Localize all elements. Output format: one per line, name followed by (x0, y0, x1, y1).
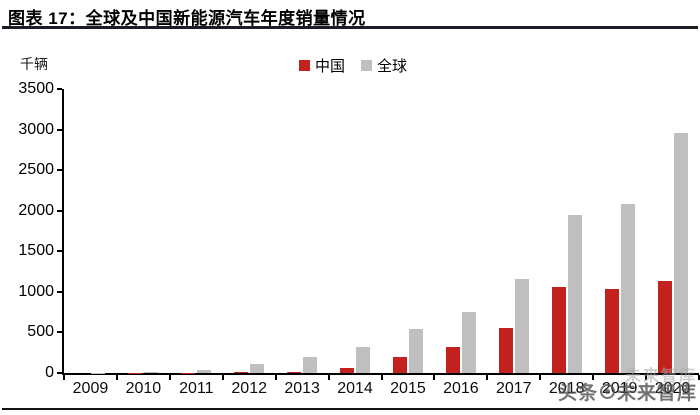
legend-item-中国: 中国 (299, 55, 345, 76)
bar-全球-2012 (250, 364, 265, 373)
bar-中国-2020 (657, 280, 672, 373)
y-axis-tick-label: 0 (45, 364, 54, 381)
bar-全球-2020 (673, 132, 688, 373)
bar-group-2018 (540, 214, 593, 373)
legend-swatch-icon (361, 60, 373, 71)
x-axis-tick-mark (327, 375, 330, 380)
bar-group-2014 (329, 347, 382, 373)
y-axis-unit-label: 千辆 (20, 56, 48, 72)
y-axis-tick-label: 1000 (18, 282, 54, 300)
x-axis-tick-mark (115, 375, 118, 380)
bar-group-2010 (117, 372, 170, 373)
x-axis-label-2013: 2013 (284, 380, 320, 397)
x-axis-label-2015: 2015 (390, 380, 426, 397)
x-axis-tick-mark (433, 375, 436, 380)
bar-全球-2019 (620, 204, 635, 373)
y-axis-tick-mark (57, 88, 62, 90)
bar-中国-2018 (551, 287, 566, 373)
x-axis-tick-mark (486, 375, 489, 380)
bar-group-2019 (593, 204, 646, 373)
x-axis-label-2012: 2012 (231, 380, 267, 397)
x-axis-label-2011: 2011 (179, 380, 214, 397)
y-axis-tick-label: 2000 (18, 201, 54, 219)
y-axis-tick-label: 3000 (18, 120, 54, 138)
x-axis-label-2020: 2020 (654, 380, 691, 397)
figure-title: 图表 17：全球及中国新能源汽车年度销量情况 (8, 9, 366, 28)
legend-label: 全球 (377, 58, 408, 75)
chart-legend: 中国 全球 (299, 55, 407, 76)
x-axis-tick-mark (592, 375, 595, 380)
bar-全球-2016 (461, 312, 476, 373)
x-axis-tick-mark (274, 375, 277, 380)
x-axis-label-2017: 2017 (495, 380, 532, 397)
bar-中国-2015 (392, 356, 407, 373)
bar-全球-2015 (408, 329, 423, 373)
y-axis-tick-label: 2500 (18, 161, 54, 179)
bar-group-2012 (223, 364, 276, 373)
bar-全球-2017 (514, 278, 529, 373)
legend-swatch-icon (299, 60, 310, 71)
x-axis-tick-mark (539, 375, 542, 380)
x-axis-label-2014: 2014 (337, 380, 373, 397)
bottom-divider (2, 408, 698, 410)
y-axis-tick-mark (57, 290, 62, 293)
x-axis-label-2019: 2019 (601, 380, 638, 397)
bar-全球-2013 (303, 356, 318, 373)
bar-全球-2011 (197, 369, 212, 373)
x-axis-tick-mark (645, 375, 648, 380)
bar-中国-2019 (604, 289, 619, 373)
bar-group-2016 (434, 312, 487, 373)
bar-中国-2017 (498, 327, 513, 373)
y-axis-tick-label: 500 (27, 323, 54, 341)
bar-group-2015 (382, 329, 435, 373)
bar-group-2017 (487, 278, 540, 373)
legend-label: 中国 (315, 58, 346, 75)
bar-全球-2010 (144, 372, 159, 373)
bar-中国-2016 (445, 347, 460, 373)
y-axis-tick-mark (57, 372, 62, 374)
x-axis-label-2009: 2009 (72, 380, 109, 397)
y-axis-tick-label: 3500 (18, 80, 54, 97)
x-axis-tick-mark (63, 375, 65, 380)
bar-全球-2014 (356, 347, 371, 373)
x-axis-tick-mark (380, 375, 383, 380)
bar-group-2013 (276, 356, 329, 373)
bar-中国-2012 (234, 372, 249, 373)
y-axis-tick-mark (57, 331, 62, 334)
x-axis-label-2016: 2016 (443, 380, 479, 397)
y-axis-tick-mark (57, 209, 62, 212)
y-axis-tick-mark (57, 128, 62, 131)
x-axis-tick-mark (168, 375, 171, 380)
bar-中国-2014 (340, 367, 355, 373)
y-axis-tick-label: 1500 (18, 242, 54, 260)
x-axis-tick-mark (698, 375, 700, 380)
bar-group-2011 (170, 369, 223, 373)
title-divider (2, 26, 698, 29)
x-axis-tick-mark (221, 375, 224, 380)
x-axis-label-2010: 2010 (125, 380, 162, 397)
x-axis-label-2018: 2018 (548, 380, 585, 397)
y-axis-tick-mark (57, 250, 62, 253)
bar-中国-2013 (287, 371, 302, 373)
bar-group-2020 (646, 132, 699, 373)
y-axis-tick-mark (57, 169, 62, 172)
bar-全球-2018 (567, 214, 582, 373)
legend-item-全球: 全球 (361, 55, 407, 76)
chart-plot-area: 0 500 1000 1500 2000 2500 3000 3500 2009 2010 2011… (18, 81, 700, 397)
